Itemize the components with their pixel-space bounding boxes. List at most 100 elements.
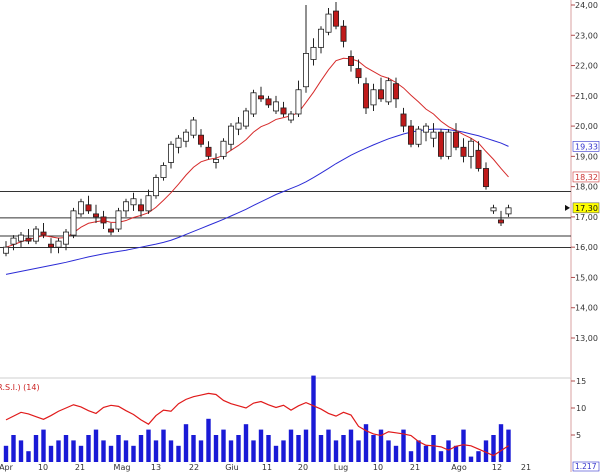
- volume-bar: [108, 445, 114, 462]
- candle-body: [130, 198, 137, 206]
- volume-bar: [131, 445, 136, 462]
- volume-bar: [11, 435, 16, 462]
- candle-body: [460, 146, 467, 157]
- candle-body: [317, 28, 324, 48]
- price-panel: 13,00 14,00 15,00 16,00 17,00 18,00 19,00 20,00…: [0, 0, 600, 378]
- ma-long-label: 19,33: [575, 142, 598, 151]
- candle-body: [190, 119, 197, 136]
- candle-body: [235, 122, 242, 130]
- volume-bar: [123, 440, 129, 462]
- candle-body: [445, 131, 452, 157]
- volume-bar: [356, 440, 361, 462]
- volume-bar: [168, 440, 174, 462]
- price-gridlines: [571, 4, 575, 339]
- volume-bar: [251, 440, 256, 462]
- candle-body: [415, 128, 422, 145]
- candle-body: [370, 89, 377, 106]
- volume-bar: [86, 435, 91, 462]
- price-tick-label: 13,00: [575, 334, 598, 343]
- volume-bar: [191, 435, 196, 462]
- candle-body: [17, 234, 24, 242]
- candle-body: [152, 177, 159, 197]
- x-tick-label: 21: [410, 463, 420, 472]
- volume-bar: [101, 440, 106, 462]
- volume-bar: [431, 435, 436, 462]
- volume-bar: [138, 435, 144, 462]
- candle-body: [497, 219, 504, 224]
- volume-bar: [453, 445, 459, 462]
- candle-body: [332, 10, 339, 27]
- volume-bar: [491, 435, 496, 462]
- last-price-label-box: [572, 202, 600, 214]
- x-tick-label: 10: [373, 463, 383, 472]
- volume-bar: [183, 424, 189, 462]
- candle-body: [25, 237, 32, 242]
- volume-bar: [386, 440, 391, 462]
- candle-body: [505, 207, 512, 215]
- last-price-arrow-icon: [565, 204, 570, 211]
- candle-body: [430, 131, 437, 139]
- volume-bar: [408, 451, 414, 462]
- candle-body: [100, 216, 107, 224]
- volume-bar: [446, 440, 451, 462]
- volume-bar: [348, 429, 354, 462]
- volume-bar: [311, 375, 316, 462]
- candle-body: [272, 101, 279, 112]
- candle-body: [407, 125, 414, 145]
- volume-bar: [326, 429, 331, 462]
- candle-body: [205, 146, 212, 157]
- candle-body: [475, 149, 482, 169]
- x-tick-label: 11: [262, 463, 272, 472]
- indicator-value-box: [572, 461, 600, 472]
- price-tick-label: 17,00: [575, 213, 598, 222]
- ma-short-line: [5, 57, 509, 248]
- volume-bar: [476, 451, 481, 462]
- candle-body: [10, 237, 17, 245]
- candle-body: [48, 243, 55, 248]
- price-tick-label: 18,00: [575, 183, 598, 192]
- candle-body: [70, 210, 77, 236]
- price-axis-ticks: 13,00 14,00 15,00 16,00 17,00 18,00 19,00 20,00…: [575, 1, 598, 343]
- candle-body: [347, 56, 354, 66]
- x-tick-label: Giu: [225, 463, 239, 472]
- volume-bar: [258, 429, 264, 462]
- volume-bar: [206, 418, 211, 462]
- price-tick-label: 22,00: [575, 62, 598, 71]
- volume-bar: [228, 440, 234, 462]
- volume-bar: [243, 424, 249, 462]
- volume-bar: [333, 440, 339, 462]
- x-tick-label: Lug: [334, 463, 348, 472]
- volume-bar: [468, 456, 474, 462]
- x-tick-label: 13: [151, 463, 161, 472]
- volume-bar: [48, 445, 54, 462]
- candle-body: [392, 83, 399, 100]
- x-tick-label: 21: [521, 463, 531, 472]
- ma-long-label-box: [572, 141, 600, 152]
- x-tick-label: 22: [189, 463, 199, 472]
- x-tick-label: 20: [298, 463, 308, 472]
- price-tags: 19,33 18,32 17,30: [565, 141, 600, 214]
- ma-short-label: 18,32: [575, 173, 598, 182]
- indicator-value-label: 1.217: [575, 462, 597, 471]
- candle-body: [385, 80, 392, 103]
- volume-bar: [273, 445, 279, 462]
- volume-bar: [281, 440, 286, 462]
- volume-bar: [498, 424, 504, 462]
- indicator-tick-label: 15: [576, 377, 586, 386]
- candle-body: [167, 143, 174, 163]
- volume-bar: [221, 429, 226, 462]
- volume-bar: [153, 440, 159, 462]
- volume-bars: [3, 375, 511, 462]
- candle-body: [287, 113, 294, 121]
- candle-body: [55, 240, 62, 248]
- candle-body: [40, 231, 47, 236]
- last-price-label: 17,30: [575, 204, 598, 213]
- candle-body: [182, 131, 189, 142]
- candle-body: [33, 228, 40, 242]
- volume-bar: [33, 435, 39, 462]
- volume-bar: [161, 429, 166, 462]
- candle-body: [467, 140, 474, 157]
- candle-body: [137, 204, 144, 212]
- candle-body: [362, 83, 369, 109]
- x-tick-label: Ago: [451, 463, 467, 472]
